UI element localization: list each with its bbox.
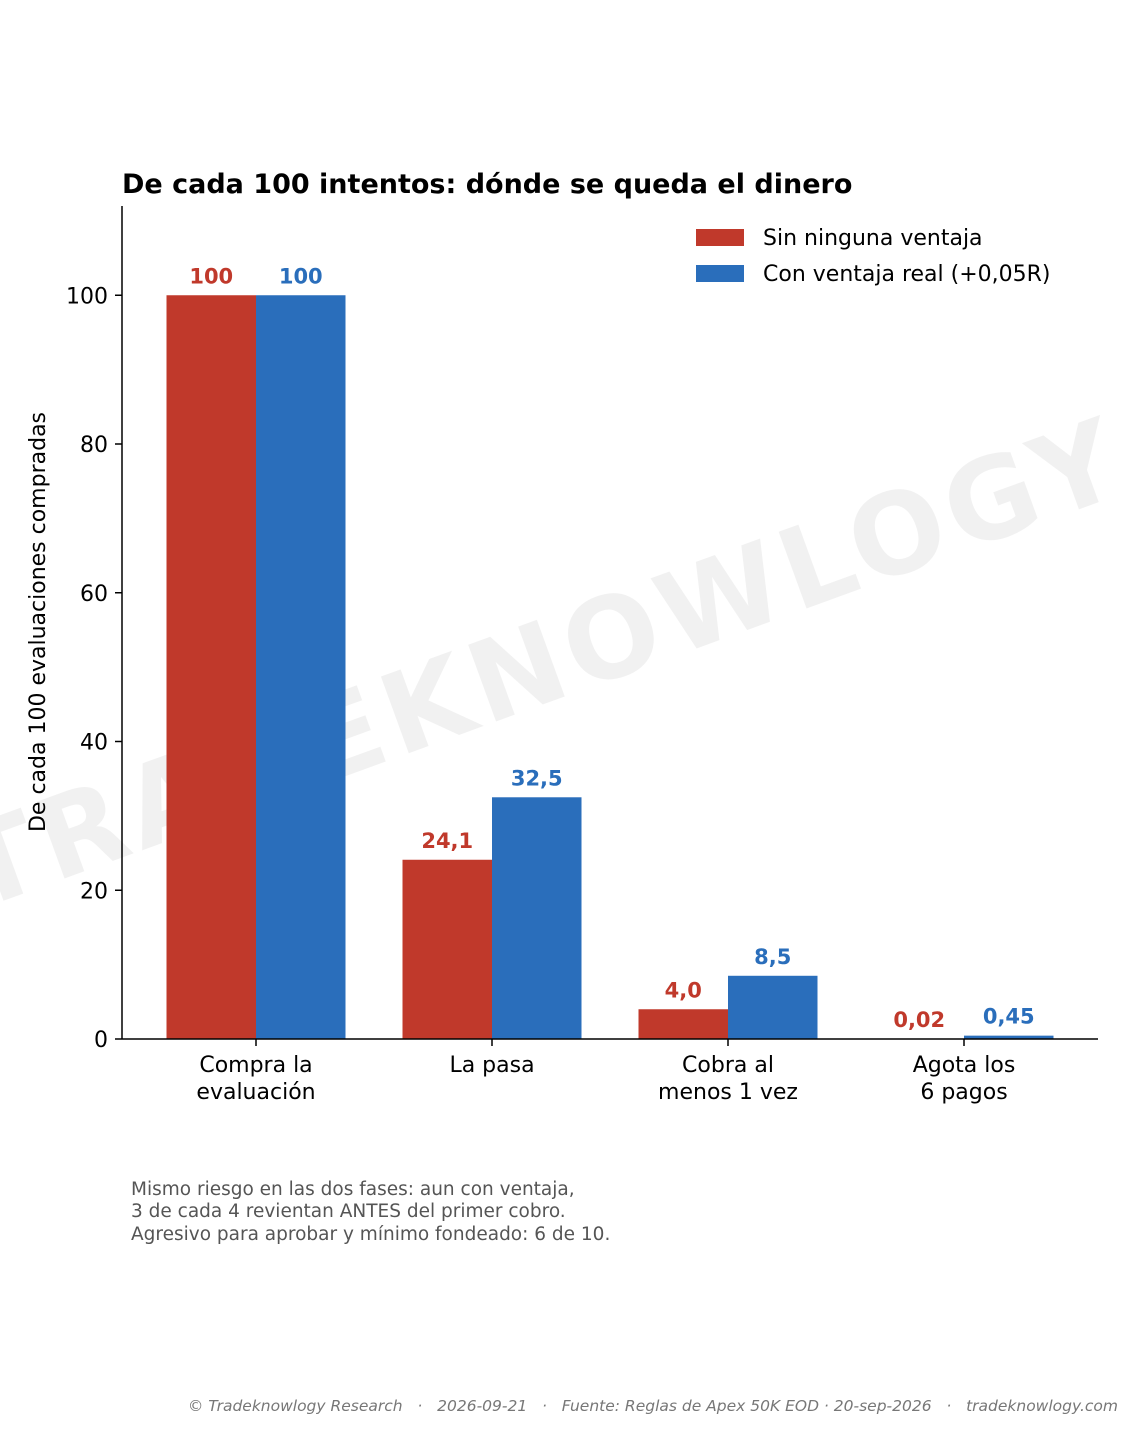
- legend-label-con-ventaja: Con ventaja real (+0,05R): [763, 262, 1051, 287]
- bar-series1-cat2: [403, 860, 493, 1039]
- y-ticks-layer: 0 20 40 60 80 100: [66, 284, 122, 1053]
- bar-value-label-series2-cat1: 100: [279, 264, 323, 288]
- x-tick-label-cat4: Agota los: [913, 1053, 1016, 1078]
- bar-value-label-series1-cat4: 0,02: [893, 1008, 945, 1032]
- x-tick-label-cat1: evaluación: [196, 1080, 315, 1105]
- chart-title: De cada 100 intentos: dónde se queda el …: [122, 169, 852, 200]
- legend-swatch-con-ventaja: [696, 265, 744, 282]
- bar-series1-cat1: [167, 295, 257, 1039]
- y-tick-label: 20: [80, 879, 108, 904]
- x-tick-label-cat2: La pasa: [449, 1053, 534, 1078]
- legend-swatch-sin-ventaja: [696, 229, 744, 246]
- bar-value-label-series1-cat3: 4,0: [665, 978, 702, 1002]
- bar-series2-cat3: [728, 976, 818, 1039]
- y-tick-label: 100: [66, 284, 108, 309]
- legend: Sin ninguna ventaja Con ventaja real (+0…: [696, 226, 1051, 287]
- y-tick-label: 80: [80, 433, 108, 458]
- footnote-line-1: Mismo riesgo en las dos fases: aun con v…: [131, 1179, 575, 1200]
- bar-value-label-series1-cat2: 24,1: [421, 829, 473, 853]
- footnote-block: Mismo riesgo en las dos fases: aun con v…: [131, 1179, 610, 1245]
- x-tick-label-cat1: Compra la: [199, 1053, 312, 1078]
- bar-series2-cat1: [256, 295, 346, 1039]
- y-tick-label: 60: [80, 582, 108, 607]
- bar-value-label-series1-cat1: 100: [189, 264, 233, 288]
- bar-value-label-series2-cat4: 0,45: [983, 1005, 1035, 1029]
- bar-value-label-series2-cat2: 32,5: [511, 766, 563, 790]
- footnote-line-3: Agresivo para aprobar y mínimo fondeado:…: [131, 1224, 610, 1245]
- bar-value-label-series2-cat3: 8,5: [754, 945, 791, 969]
- y-tick-label: 40: [80, 731, 108, 756]
- bar-series1-cat3: [639, 1009, 729, 1039]
- legend-label-sin-ventaja: Sin ninguna ventaja: [763, 226, 983, 251]
- y-tick-label: 0: [94, 1028, 108, 1053]
- x-tick-label-cat4: 6 pagos: [920, 1080, 1007, 1105]
- bar-series2-cat2: [492, 797, 582, 1039]
- x-tick-label-cat3: menos 1 vez: [658, 1080, 798, 1105]
- x-tick-label-cat3: Cobra al: [682, 1053, 774, 1078]
- footer-credit: © Tradeknowlogy Research · 2026-09-21 · …: [188, 1397, 1118, 1415]
- footnote-line-2: 3 de cada 4 revientan ANTES del primer c…: [131, 1201, 566, 1222]
- y-axis-label: De cada 100 evaluaciones compradas: [26, 412, 51, 832]
